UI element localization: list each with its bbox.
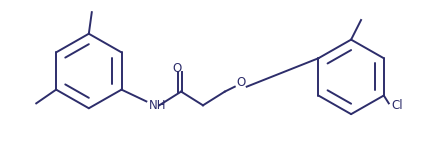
- Text: O: O: [172, 62, 182, 75]
- Text: NH: NH: [149, 99, 167, 112]
- Text: O: O: [236, 76, 245, 89]
- Text: Cl: Cl: [392, 99, 403, 112]
